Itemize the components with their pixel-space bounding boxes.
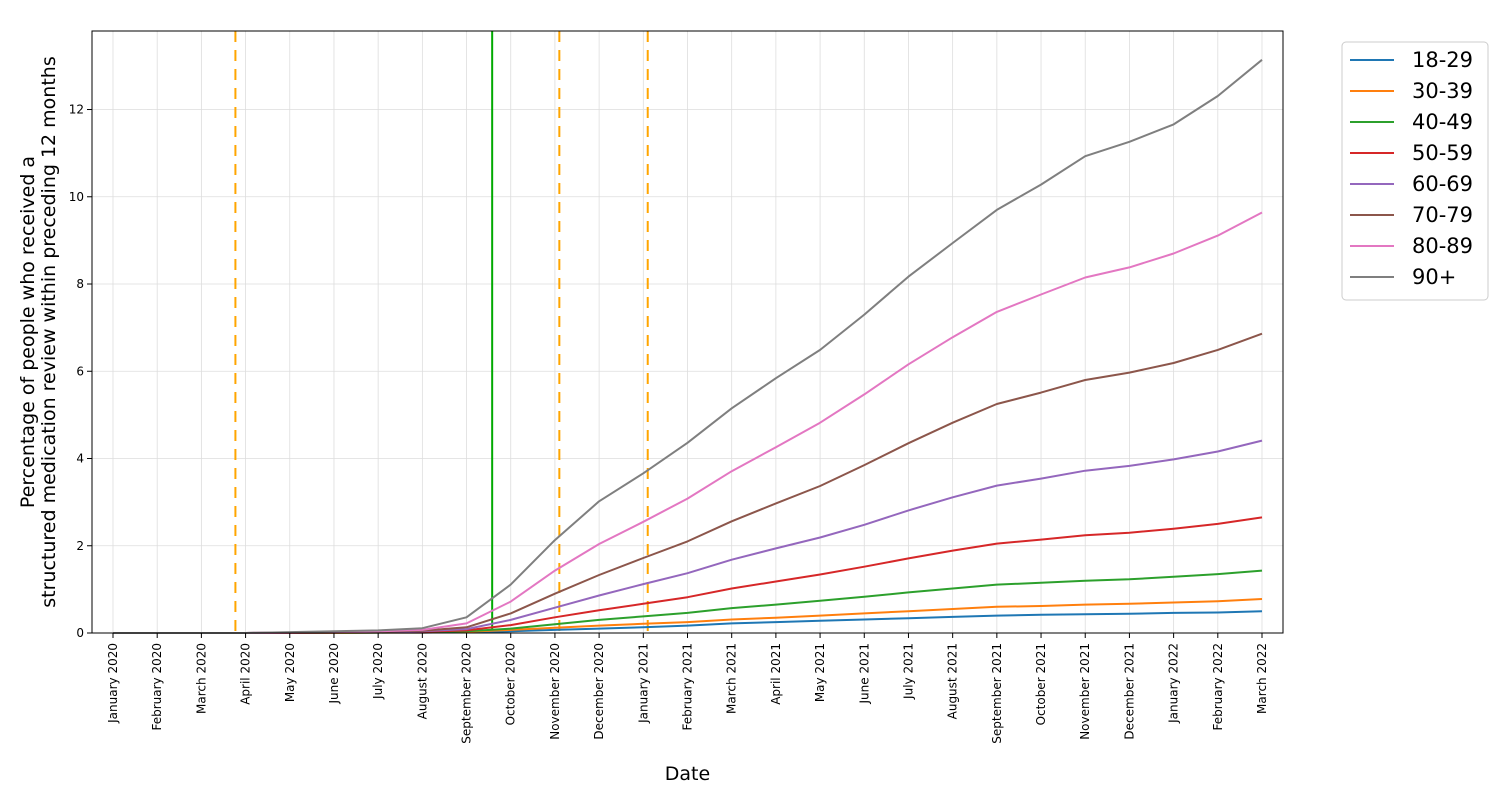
x-tick-label: February 2021 <box>681 643 695 731</box>
x-tick-label: August 2020 <box>415 643 429 719</box>
y-tick-label: 8 <box>76 277 84 291</box>
x-tick-label: February 2020 <box>150 643 164 731</box>
x-tick-label: October 2020 <box>504 643 518 725</box>
legend-label: 80-89 <box>1412 234 1473 258</box>
x-tick-label: May 2020 <box>283 643 297 702</box>
series-line-90+ <box>113 59 1263 634</box>
x-tick-label: March 2021 <box>725 643 739 714</box>
x-axis-title: Date <box>665 763 710 785</box>
x-tick-label: December 2020 <box>592 643 606 740</box>
x-tick-label: April 2021 <box>769 643 783 705</box>
x-tick-label: March 2020 <box>194 643 208 714</box>
x-tick-label: August 2021 <box>946 643 960 719</box>
x-tick-label: June 2021 <box>857 643 871 705</box>
legend-label: 30-39 <box>1412 79 1473 103</box>
grid-lines <box>92 31 1283 634</box>
legend-label: 60-69 <box>1412 172 1473 196</box>
x-tick-label: February 2022 <box>1211 643 1225 731</box>
x-tick-label: April 2020 <box>239 643 253 705</box>
legend-label: 40-49 <box>1412 110 1473 134</box>
legend: 18-29 30-39 40-49 50-59 60-69 70-79 80-89 90+ <box>1341 41 1489 301</box>
x-tick-label: March 2022 <box>1255 643 1269 714</box>
y-tick-label: 4 <box>76 452 84 466</box>
x-axis-ticks: January 2020 February 2020 March 2020 April… <box>106 633 1269 744</box>
legend-label: 50-59 <box>1412 141 1473 165</box>
x-tick-label: September 2020 <box>460 643 474 744</box>
y-axis-ticks: 0 2 4 6 8 10 12 <box>69 103 92 640</box>
legend-frame <box>1341 41 1489 301</box>
x-tick-label: October 2021 <box>1034 643 1048 725</box>
x-tick-label: January 2022 <box>1167 643 1181 724</box>
x-tick-label: January 2021 <box>636 643 650 724</box>
x-tick-label: September 2021 <box>990 643 1004 744</box>
y-tick-label: 0 <box>76 626 84 640</box>
reference-lines <box>234 31 649 633</box>
legend-label: 18-29 <box>1412 48 1473 72</box>
y-tick-label: 2 <box>76 539 84 553</box>
y-axis-title-line1: Percentage of people who received a <box>17 156 39 508</box>
legend-label: 90+ <box>1412 265 1456 289</box>
x-tick-label: July 2020 <box>371 643 385 700</box>
x-tick-label: December 2021 <box>1122 643 1136 740</box>
y-tick-label: 10 <box>69 190 84 204</box>
y-tick-label: 6 <box>76 364 84 378</box>
legend-label: 70-79 <box>1412 203 1473 227</box>
x-tick-label: July 2021 <box>901 643 915 700</box>
y-tick-label: 12 <box>69 103 84 117</box>
x-tick-label: May 2021 <box>813 643 827 702</box>
x-tick-label: January 2020 <box>106 643 120 724</box>
x-tick-label: November 2021 <box>1078 643 1092 740</box>
x-tick-label: June 2020 <box>327 643 341 705</box>
x-tick-label: November 2020 <box>548 643 562 740</box>
y-axis-title-line2: structured medication review within prec… <box>38 56 60 607</box>
